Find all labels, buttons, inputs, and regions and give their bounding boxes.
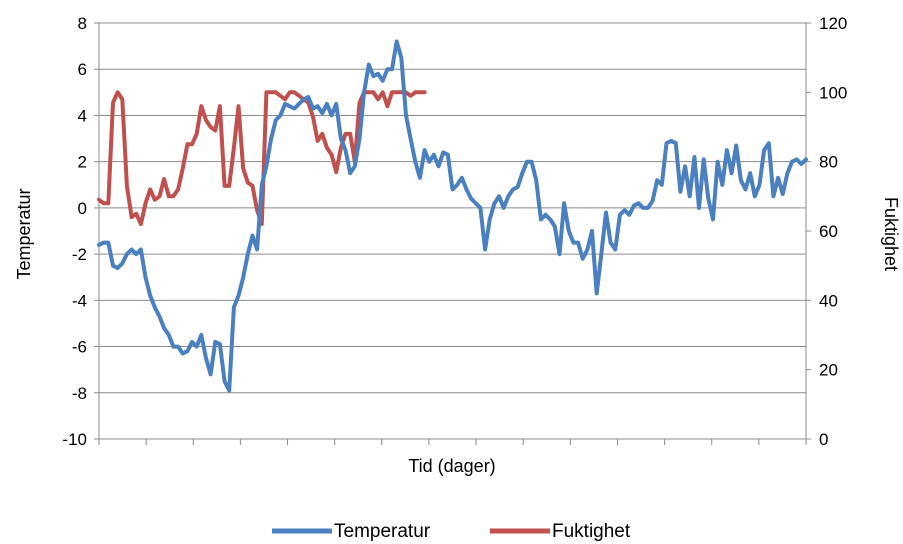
series-line-fuktighet bbox=[97, 90, 427, 227]
left-tick-label: -2 bbox=[72, 245, 87, 264]
right-axis-tick-labels: 0 20 40 60 80 100 120 bbox=[819, 14, 847, 449]
right-tick-label: 20 bbox=[819, 361, 838, 380]
left-tick-label: -8 bbox=[72, 384, 87, 403]
y-axis-title: Temperatur bbox=[14, 188, 34, 279]
left-tick-label: 4 bbox=[78, 106, 87, 125]
legend: Temperatur Fuktighet bbox=[272, 521, 631, 542]
right-tick-label: 120 bbox=[819, 14, 847, 33]
left-tick-label: -4 bbox=[72, 291, 87, 310]
left-axis-tick-labels: -10 -8 -6 -4 -2 0 2 4 6 8 bbox=[62, 14, 87, 449]
left-tick-label: 2 bbox=[78, 153, 87, 172]
x-axis-title: Tid (dager) bbox=[408, 456, 495, 476]
left-tick-label: 0 bbox=[78, 199, 87, 218]
series-lines bbox=[97, 39, 808, 393]
left-tick-label: -10 bbox=[62, 430, 87, 449]
left-tick-label: -6 bbox=[72, 338, 87, 357]
right-tick-label: 40 bbox=[819, 291, 838, 310]
legend-label-fuktighet: Fuktighet bbox=[552, 521, 631, 542]
left-tick-label: 8 bbox=[78, 14, 87, 33]
y2-axis-title: Fuktighet bbox=[881, 197, 901, 271]
right-tick-label: 60 bbox=[819, 222, 838, 241]
right-tick-label: 80 bbox=[819, 153, 838, 172]
axes bbox=[94, 22, 811, 445]
legend-label-temperatur: Temperatur bbox=[334, 521, 431, 542]
right-tick-label: 0 bbox=[819, 430, 828, 449]
left-tick-label: 6 bbox=[78, 60, 87, 79]
series-line-temperatur bbox=[97, 39, 808, 393]
right-tick-label: 100 bbox=[819, 83, 847, 102]
